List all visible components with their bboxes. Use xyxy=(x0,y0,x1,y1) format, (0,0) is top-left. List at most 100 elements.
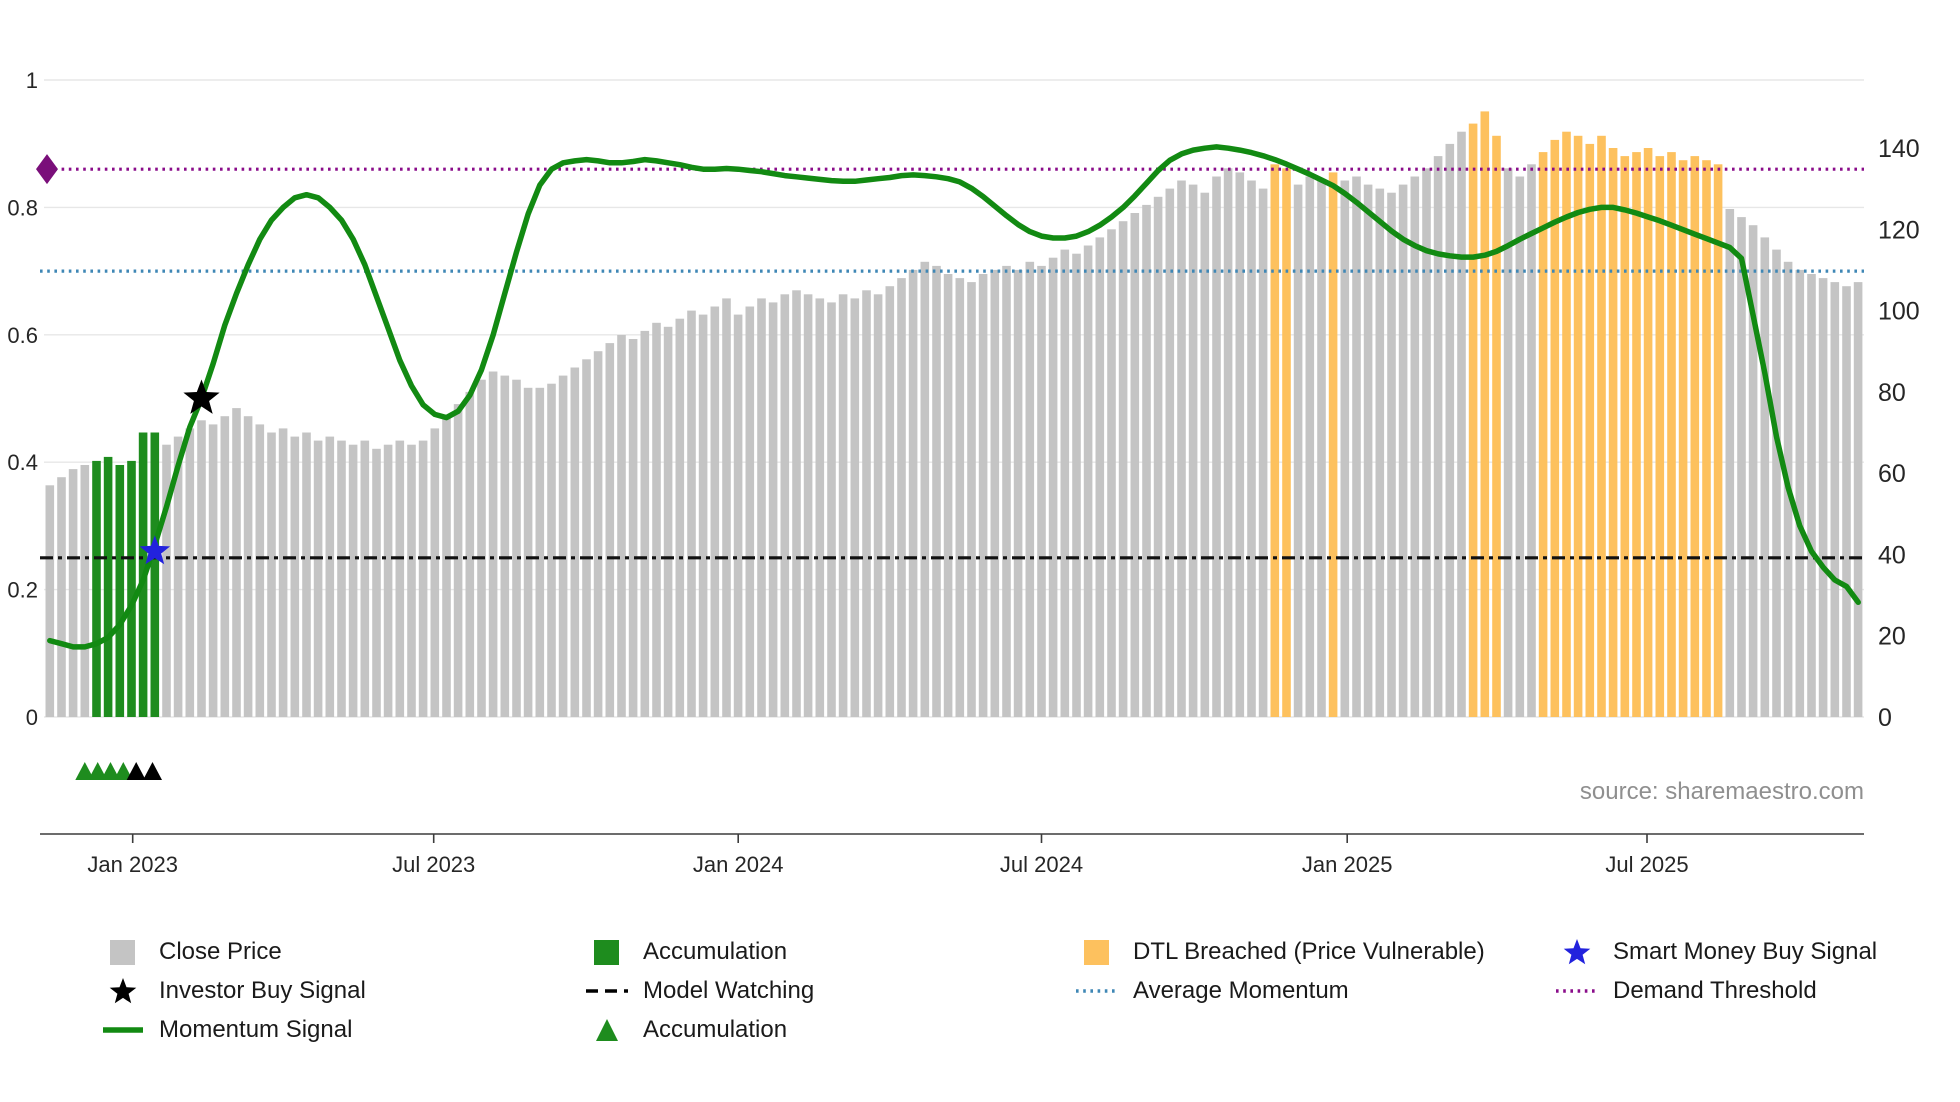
accumulation-triangle-icon xyxy=(101,762,120,780)
legend-column-3: DTL Breached (Price Vulnerable) Average M… xyxy=(1074,932,1554,1010)
price-bar xyxy=(838,294,848,717)
right-tick-label: 0 xyxy=(1878,704,1892,732)
price-bar xyxy=(302,432,311,717)
price-bar xyxy=(1223,168,1233,718)
price-bar xyxy=(1352,176,1361,717)
price-bar xyxy=(1118,221,1128,717)
legend-item-smart-money-buy-signal: Smart Money Buy Signal xyxy=(1554,932,1877,971)
price-bar xyxy=(1573,135,1583,718)
price-bar xyxy=(1690,156,1700,718)
price-bar xyxy=(1037,265,1046,717)
legend-item-momentum-signal: Momentum Signal xyxy=(100,1010,584,1049)
price-bar xyxy=(1188,184,1198,718)
price-bar xyxy=(710,306,720,717)
price-bar xyxy=(360,440,370,717)
price-bar xyxy=(885,286,895,717)
model-watching-dash-icon xyxy=(584,976,630,1006)
left-tick-label: 1 xyxy=(26,68,38,93)
left-tick-label: 0.6 xyxy=(7,323,38,348)
price-bar xyxy=(1212,176,1221,717)
legend-item-label: Investor Buy Signal xyxy=(159,976,366,1004)
price-bar xyxy=(1807,274,1816,717)
price-bar xyxy=(290,436,300,717)
right-axis-labels: 0 20 40 60 80 100 120 140 xyxy=(1878,135,1920,732)
price-bar xyxy=(1667,152,1676,718)
price-bar xyxy=(1422,168,1431,718)
price-bar xyxy=(582,359,591,717)
price-bar xyxy=(1072,253,1081,717)
momentum-line xyxy=(47,144,1861,650)
price-bar xyxy=(1480,111,1490,717)
price-bar xyxy=(208,424,218,717)
price-bar xyxy=(1235,172,1245,717)
price-bar xyxy=(920,261,930,717)
price-bar xyxy=(453,404,463,717)
price-bar xyxy=(45,485,55,717)
price-bar xyxy=(780,294,790,717)
price-bar xyxy=(243,416,253,717)
legend: Close Price Investor Buy Signal Momentum S… xyxy=(100,932,1877,1049)
price-bar xyxy=(1608,148,1618,717)
price-bar xyxy=(675,318,685,717)
price-bar xyxy=(92,460,101,717)
right-tick-label: 60 xyxy=(1878,460,1906,488)
price-bar xyxy=(570,367,580,717)
price-bar xyxy=(558,375,568,717)
legend-item-model-watching: Model Watching xyxy=(584,971,1074,1010)
x-tick-label: Jul 2025 xyxy=(1605,852,1688,877)
accumulation-triangle-markers xyxy=(75,762,162,780)
legend-item-dtl-breached: DTL Breached (Price Vulnerable) xyxy=(1074,932,1554,971)
left-tick-label: 0.2 xyxy=(7,578,38,603)
price-bar xyxy=(430,428,440,717)
price-bar xyxy=(1818,278,1828,717)
price-bar xyxy=(617,335,626,717)
price-bar xyxy=(1550,139,1560,717)
price-bar xyxy=(1702,160,1711,717)
price-bar xyxy=(1200,192,1210,717)
price-momentum-chart: Jan 2023 Jul 2023 Jan 2024 Jul 2024 Jan 2025… xyxy=(7,68,1920,877)
legend-item-average-momentum: Average Momentum xyxy=(1074,971,1554,1010)
price-bars xyxy=(45,111,1863,718)
price-bar xyxy=(267,432,276,717)
legend-column-1: Close Price Investor Buy Signal Momentum S… xyxy=(100,932,584,1049)
price-bar xyxy=(990,269,1000,717)
legend-item-investor-buy-signal: Investor Buy Signal xyxy=(100,971,584,1010)
price-bar xyxy=(955,278,965,717)
right-tick-label: 20 xyxy=(1878,623,1906,651)
price-bar xyxy=(1013,269,1023,717)
price-bar xyxy=(255,424,265,717)
price-bar xyxy=(1853,282,1863,717)
right-tick-label: 140 xyxy=(1878,135,1920,163)
price-bar xyxy=(500,375,510,717)
price-bar xyxy=(1515,176,1525,717)
price-bar xyxy=(1340,180,1350,717)
price-bar xyxy=(1282,168,1291,718)
price-bar xyxy=(1503,168,1513,718)
price-bar xyxy=(488,371,498,717)
price-bar xyxy=(1678,160,1688,717)
price-bar xyxy=(593,351,603,717)
price-bar xyxy=(1468,123,1478,718)
smart-money-buy-signal-star-icon xyxy=(139,535,171,565)
legend-item-demand-threshold: Demand Threshold xyxy=(1554,971,1877,1010)
price-bar xyxy=(68,469,78,717)
x-tick-label: Jan 2023 xyxy=(87,852,178,877)
price-bar xyxy=(1433,156,1443,718)
right-tick-label: 100 xyxy=(1878,298,1920,326)
price-bar xyxy=(57,477,66,717)
price-bar xyxy=(477,379,486,717)
price-bar xyxy=(1772,249,1781,717)
left-tick-label: 0.8 xyxy=(7,195,38,220)
price-bar xyxy=(348,444,358,717)
source-attribution: source: sharemaestro.com xyxy=(1579,778,1864,805)
price-bar xyxy=(547,383,556,717)
smart-money-star-icon xyxy=(1554,937,1600,967)
price-bar xyxy=(1527,164,1536,718)
investor-buy-signal-star-icon xyxy=(183,379,220,414)
price-bar xyxy=(1748,225,1758,717)
price-bar xyxy=(1410,176,1420,717)
legend-item-accumulation-marker: Accumulation xyxy=(584,1010,1074,1049)
price-bar xyxy=(313,440,323,717)
price-bar xyxy=(1293,184,1303,718)
